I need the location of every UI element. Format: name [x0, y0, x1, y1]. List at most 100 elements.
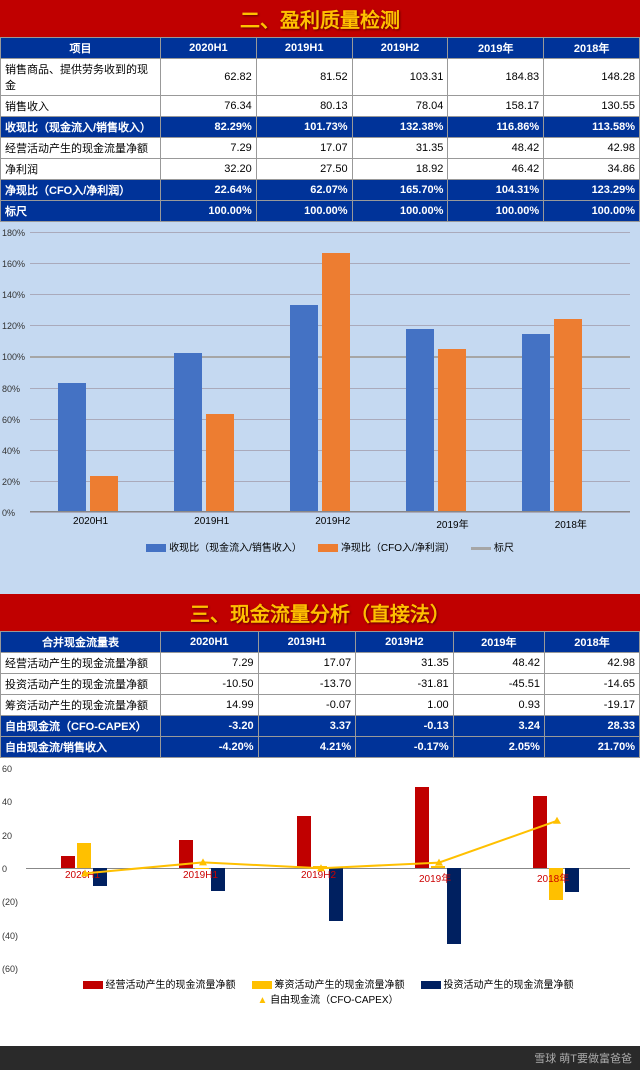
cell: 销售商品、提供劳务收到的现金: [1, 59, 161, 96]
x-tick: 2018年: [555, 516, 587, 531]
cell: 3.24: [453, 716, 544, 737]
cell: 132.38%: [352, 117, 448, 138]
cell: 17.07: [256, 138, 352, 159]
y-tick: (20): [2, 897, 18, 907]
cell: 22.64%: [161, 180, 257, 201]
cell: 82.29%: [161, 117, 257, 138]
table-row: 自由现金流（CFO-CAPEX）-3.203.37-0.133.2428.33: [1, 716, 640, 737]
y-tick: (40): [2, 931, 18, 941]
table-row: 筹资活动产生的现金流量净额14.99-0.071.000.93-19.17: [1, 695, 640, 716]
col-header: 合并现金流量表: [1, 632, 161, 653]
cell: 42.98: [544, 138, 640, 159]
cell: 48.42: [448, 138, 544, 159]
legend-item: 投资活动产生的现金流量净额: [421, 976, 574, 991]
chart2: 2020H12019H12019H22019年2018年 经营活动产生的现金流量…: [0, 758, 640, 1046]
chart1: 2020H12019H12019H22019年2018年 收现比（现金流入/销售…: [0, 222, 640, 594]
col-header: 2018年: [544, 38, 640, 59]
cell: -0.07: [258, 695, 356, 716]
cell: 158.17: [448, 96, 544, 117]
table-row: 收现比（现金流入/销售收入）82.29%101.73%132.38%116.86…: [1, 117, 640, 138]
bar: [554, 319, 582, 511]
col-header: 2020H1: [161, 38, 257, 59]
col-header: 2019H1: [256, 38, 352, 59]
table2: 合并现金流量表2020H12019H12019H22019年2018年经营活动产…: [0, 631, 640, 758]
y-tick: (60): [2, 964, 18, 974]
cell: 净利润: [1, 159, 161, 180]
x-tick: 2019H1: [194, 516, 229, 531]
cell: 48.42: [453, 653, 544, 674]
y-tick: 0%: [2, 508, 15, 518]
y-tick: 140%: [2, 290, 25, 300]
table-row: 自由现金流/销售收入-4.20%4.21%-0.17%2.05%21.70%: [1, 737, 640, 758]
y-tick: 120%: [2, 321, 25, 331]
cell: -14.65: [544, 674, 639, 695]
bar: [174, 353, 202, 511]
table-row: 净利润32.2027.5018.9246.4234.86: [1, 159, 640, 180]
cell: 78.04: [352, 96, 448, 117]
cell: 经营活动产生的现金流量净额: [1, 653, 161, 674]
cell: 100.00%: [256, 201, 352, 222]
y-tick: 160%: [2, 259, 25, 269]
col-header: 2019年: [453, 632, 544, 653]
cell: 3.37: [258, 716, 356, 737]
cell: 100.00%: [544, 201, 640, 222]
legend-item: ▲ 自由现金流（CFO-CAPEX）: [257, 991, 398, 1006]
table-row: 净现比（CFO入/净利润）22.64%62.07%165.70%104.31%1…: [1, 180, 640, 201]
col-header: 2020H1: [161, 632, 259, 653]
table-row: 经营活动产生的现金流量净额7.2917.0731.3548.4242.98: [1, 138, 640, 159]
x-tick: 2020H1: [73, 516, 108, 531]
y-tick: 180%: [2, 228, 25, 238]
x-tick: 2019H2: [315, 516, 350, 531]
bar: [322, 253, 350, 511]
cell: 销售收入: [1, 96, 161, 117]
bar: [90, 476, 118, 511]
cell: 184.83: [448, 59, 544, 96]
cell: -19.17: [544, 695, 639, 716]
cell: 34.86: [544, 159, 640, 180]
section1-title: 二、盈利质量检测: [0, 0, 640, 37]
cell: -13.70: [258, 674, 356, 695]
cell: 18.92: [352, 159, 448, 180]
cell: 自由现金流/销售收入: [1, 737, 161, 758]
col-header: 2019H1: [258, 632, 356, 653]
cell: 103.31: [352, 59, 448, 96]
cell: 0.93: [453, 695, 544, 716]
table1: 项目2020H12019H12019H22019年2018年销售商品、提供劳务收…: [0, 37, 640, 222]
y-tick: 100%: [2, 352, 25, 362]
legend-item: 筹资活动产生的现金流量净额: [252, 976, 405, 991]
cell: 116.86%: [448, 117, 544, 138]
y-tick: 40%: [2, 446, 20, 456]
cell: 104.31%: [448, 180, 544, 201]
cell: -3.20: [161, 716, 259, 737]
bar: [206, 414, 234, 511]
table-row: 销售收入76.3480.1378.04158.17130.55: [1, 96, 640, 117]
cell: -4.20%: [161, 737, 259, 758]
cell: 62.07%: [256, 180, 352, 201]
col-header: 2018年: [544, 632, 639, 653]
y-tick: 20: [2, 831, 12, 841]
cell: 7.29: [161, 138, 257, 159]
legend-item: 净现比（CFO入/净利润）: [318, 539, 455, 554]
y-tick: 80%: [2, 384, 20, 394]
y-tick: 60: [2, 764, 12, 774]
line-series: [26, 768, 616, 968]
cell: 4.21%: [258, 737, 356, 758]
y-tick: 60%: [2, 415, 20, 425]
col-header: 2019H2: [356, 632, 454, 653]
cell: 62.82: [161, 59, 257, 96]
cell: 投资活动产生的现金流量净额: [1, 674, 161, 695]
cell: -31.81: [356, 674, 454, 695]
cell: 1.00: [356, 695, 454, 716]
cell: 净现比（CFO入/净利润）: [1, 180, 161, 201]
cell: -45.51: [453, 674, 544, 695]
table-row: 投资活动产生的现金流量净额-10.50-13.70-31.81-45.51-14…: [1, 674, 640, 695]
bar: [290, 305, 318, 511]
x-tick: 2019年: [436, 516, 468, 531]
bar: [438, 349, 466, 511]
cell: -0.13: [356, 716, 454, 737]
col-header: 2019年: [448, 38, 544, 59]
cell: 81.52: [256, 59, 352, 96]
col-header: 2019H2: [352, 38, 448, 59]
section2-title: 三、现金流量分析（直接法）: [0, 594, 640, 631]
cell: 31.35: [352, 138, 448, 159]
